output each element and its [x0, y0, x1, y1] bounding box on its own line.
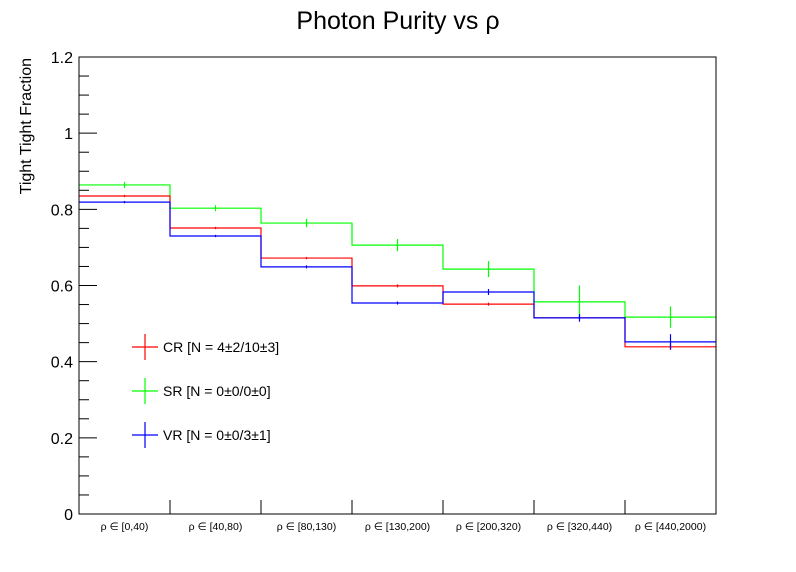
legend-item-vr: VR [N = 0±0/3±1] [132, 422, 271, 448]
x-tick-label: ρ ∈ [130,200) [365, 521, 430, 533]
y-tick-label: 0.2 [51, 431, 73, 448]
x-tick-label: ρ ∈ [440,2000) [635, 521, 706, 533]
y-tick-label: 0 [64, 507, 73, 524]
series-cr [79, 194, 716, 350]
legend-item-cr: CR [N = 4±2/10±3] [132, 334, 279, 360]
legend-label: VR [N = 0±0/3±1] [163, 427, 271, 443]
x-tick-label: ρ ∈ [200,320) [456, 521, 521, 533]
x-tick-label: ρ ∈ [320,440) [547, 521, 612, 533]
legend: CR [N = 4±2/10±3] SR [N = 0±0/0±0] VR [N =… [132, 334, 279, 448]
step-line-cr [79, 195, 716, 348]
y-tick-label: 0.4 [51, 355, 73, 372]
y-tick-label: 1.2 [51, 50, 73, 67]
series-vr [79, 200, 716, 350]
y-tick-label: 0.8 [51, 202, 73, 219]
legend-item-sr: SR [N = 0±0/0±0] [132, 378, 271, 404]
legend-label: CR [N = 4±2/10±3] [163, 339, 279, 355]
y-axis: 0 0.2 0.4 0.6 0.8 1 1.2 [51, 50, 97, 524]
series-layer [79, 181, 716, 350]
x-tick-label: ρ ∈ [80,130) [277, 521, 336, 533]
legend-label: SR [N = 0±0/0±0] [163, 383, 271, 399]
x-axis: ρ ∈ [0,40) ρ ∈ [40,80) ρ ∈ [80,130) ρ ∈ [13… [101, 500, 706, 533]
x-tick-label: ρ ∈ [40,80) [189, 521, 243, 533]
y-tick-label: 0.6 [51, 279, 73, 296]
step-line-vr [79, 201, 716, 343]
series-sr [79, 181, 716, 328]
x-tick-label: ρ ∈ [0,40) [101, 521, 149, 533]
y-tick-label: 1 [64, 126, 73, 143]
chart-title: Photon Purity vs ρ [296, 7, 499, 35]
y-axis-label: Tight Tight Fraction [18, 58, 35, 194]
